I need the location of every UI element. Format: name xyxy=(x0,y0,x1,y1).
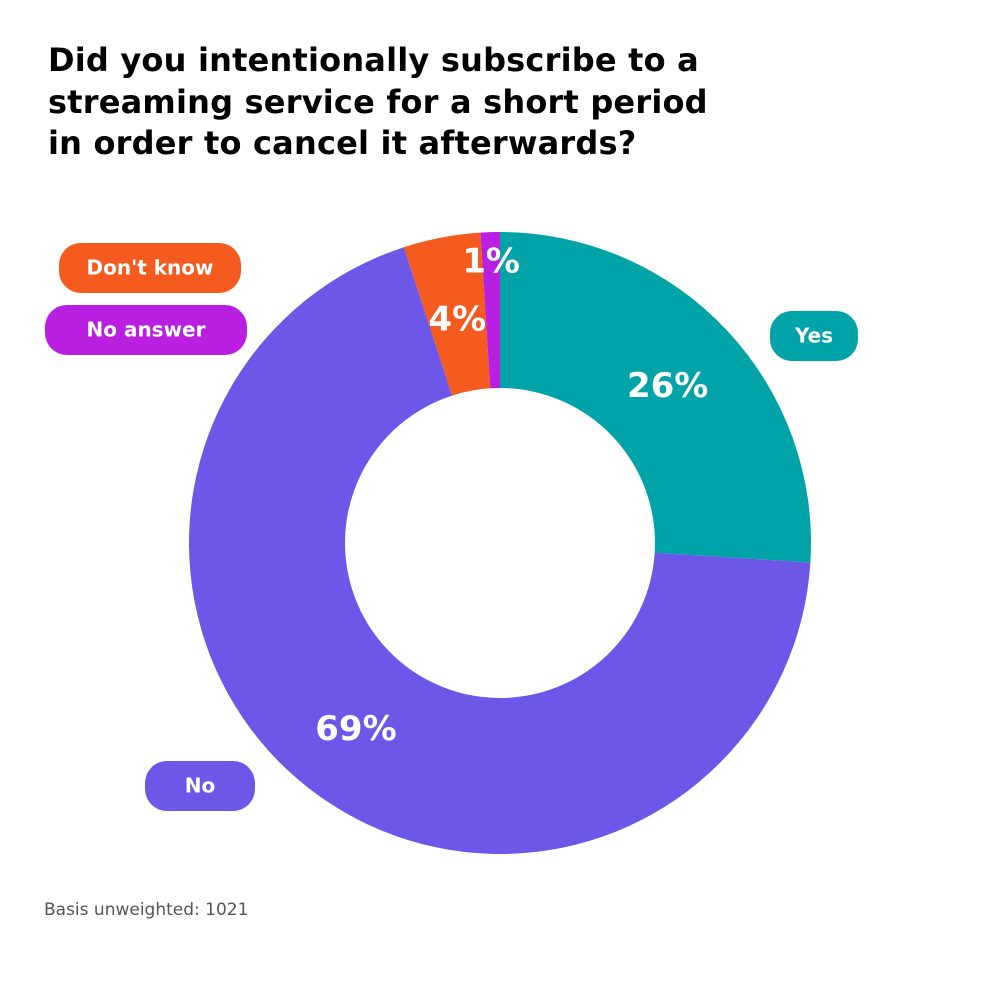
footnote: Basis unweighted: 1021 xyxy=(44,900,249,920)
value-label: 69% xyxy=(315,709,396,749)
chart-title: Did you intentionally subscribe to a str… xyxy=(48,41,708,163)
value-label: 4% xyxy=(428,300,486,340)
value-label: 26% xyxy=(627,366,708,406)
legend-label: Don't know xyxy=(87,256,214,280)
legend-pill xyxy=(59,243,241,293)
legend-label: No xyxy=(185,774,215,798)
legend-pill xyxy=(770,311,858,361)
donut-slice xyxy=(188,247,811,855)
donut-slice xyxy=(480,232,500,389)
value-label: 1% xyxy=(462,242,520,282)
legend-pill xyxy=(45,305,247,355)
legend-label: Yes xyxy=(794,324,833,348)
donut-slice xyxy=(403,232,491,396)
donut-slice xyxy=(500,232,811,563)
legend-label: No answer xyxy=(87,318,206,342)
legend-pill xyxy=(145,761,255,811)
